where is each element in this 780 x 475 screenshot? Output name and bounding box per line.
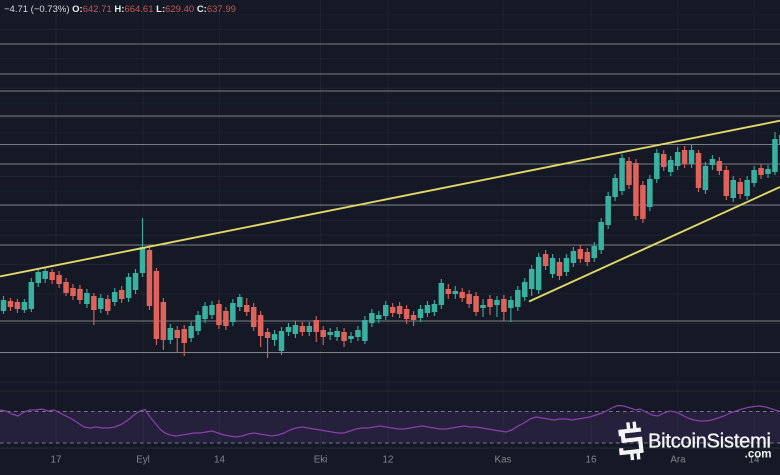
svg-text:Kas: Kas bbox=[495, 455, 512, 466]
svg-text:14: 14 bbox=[214, 455, 225, 466]
svg-text:12: 12 bbox=[383, 455, 394, 466]
svg-text:BitcoinSistemi: BitcoinSistemi bbox=[648, 431, 771, 453]
svg-text:Eki: Eki bbox=[314, 455, 328, 466]
svg-text:.com: .com bbox=[745, 449, 772, 461]
svg-text:17: 17 bbox=[51, 455, 62, 466]
svg-text:Eyl: Eyl bbox=[136, 455, 150, 466]
svg-text:−4.71 (−0.73%) O:642.71 H:664.: −4.71 (−0.73%) O:642.71 H:664.61 L:629.4… bbox=[4, 4, 236, 15]
svg-text:16: 16 bbox=[586, 455, 597, 466]
svg-text:14: 14 bbox=[749, 455, 760, 466]
svg-text:Ara: Ara bbox=[670, 455, 686, 466]
